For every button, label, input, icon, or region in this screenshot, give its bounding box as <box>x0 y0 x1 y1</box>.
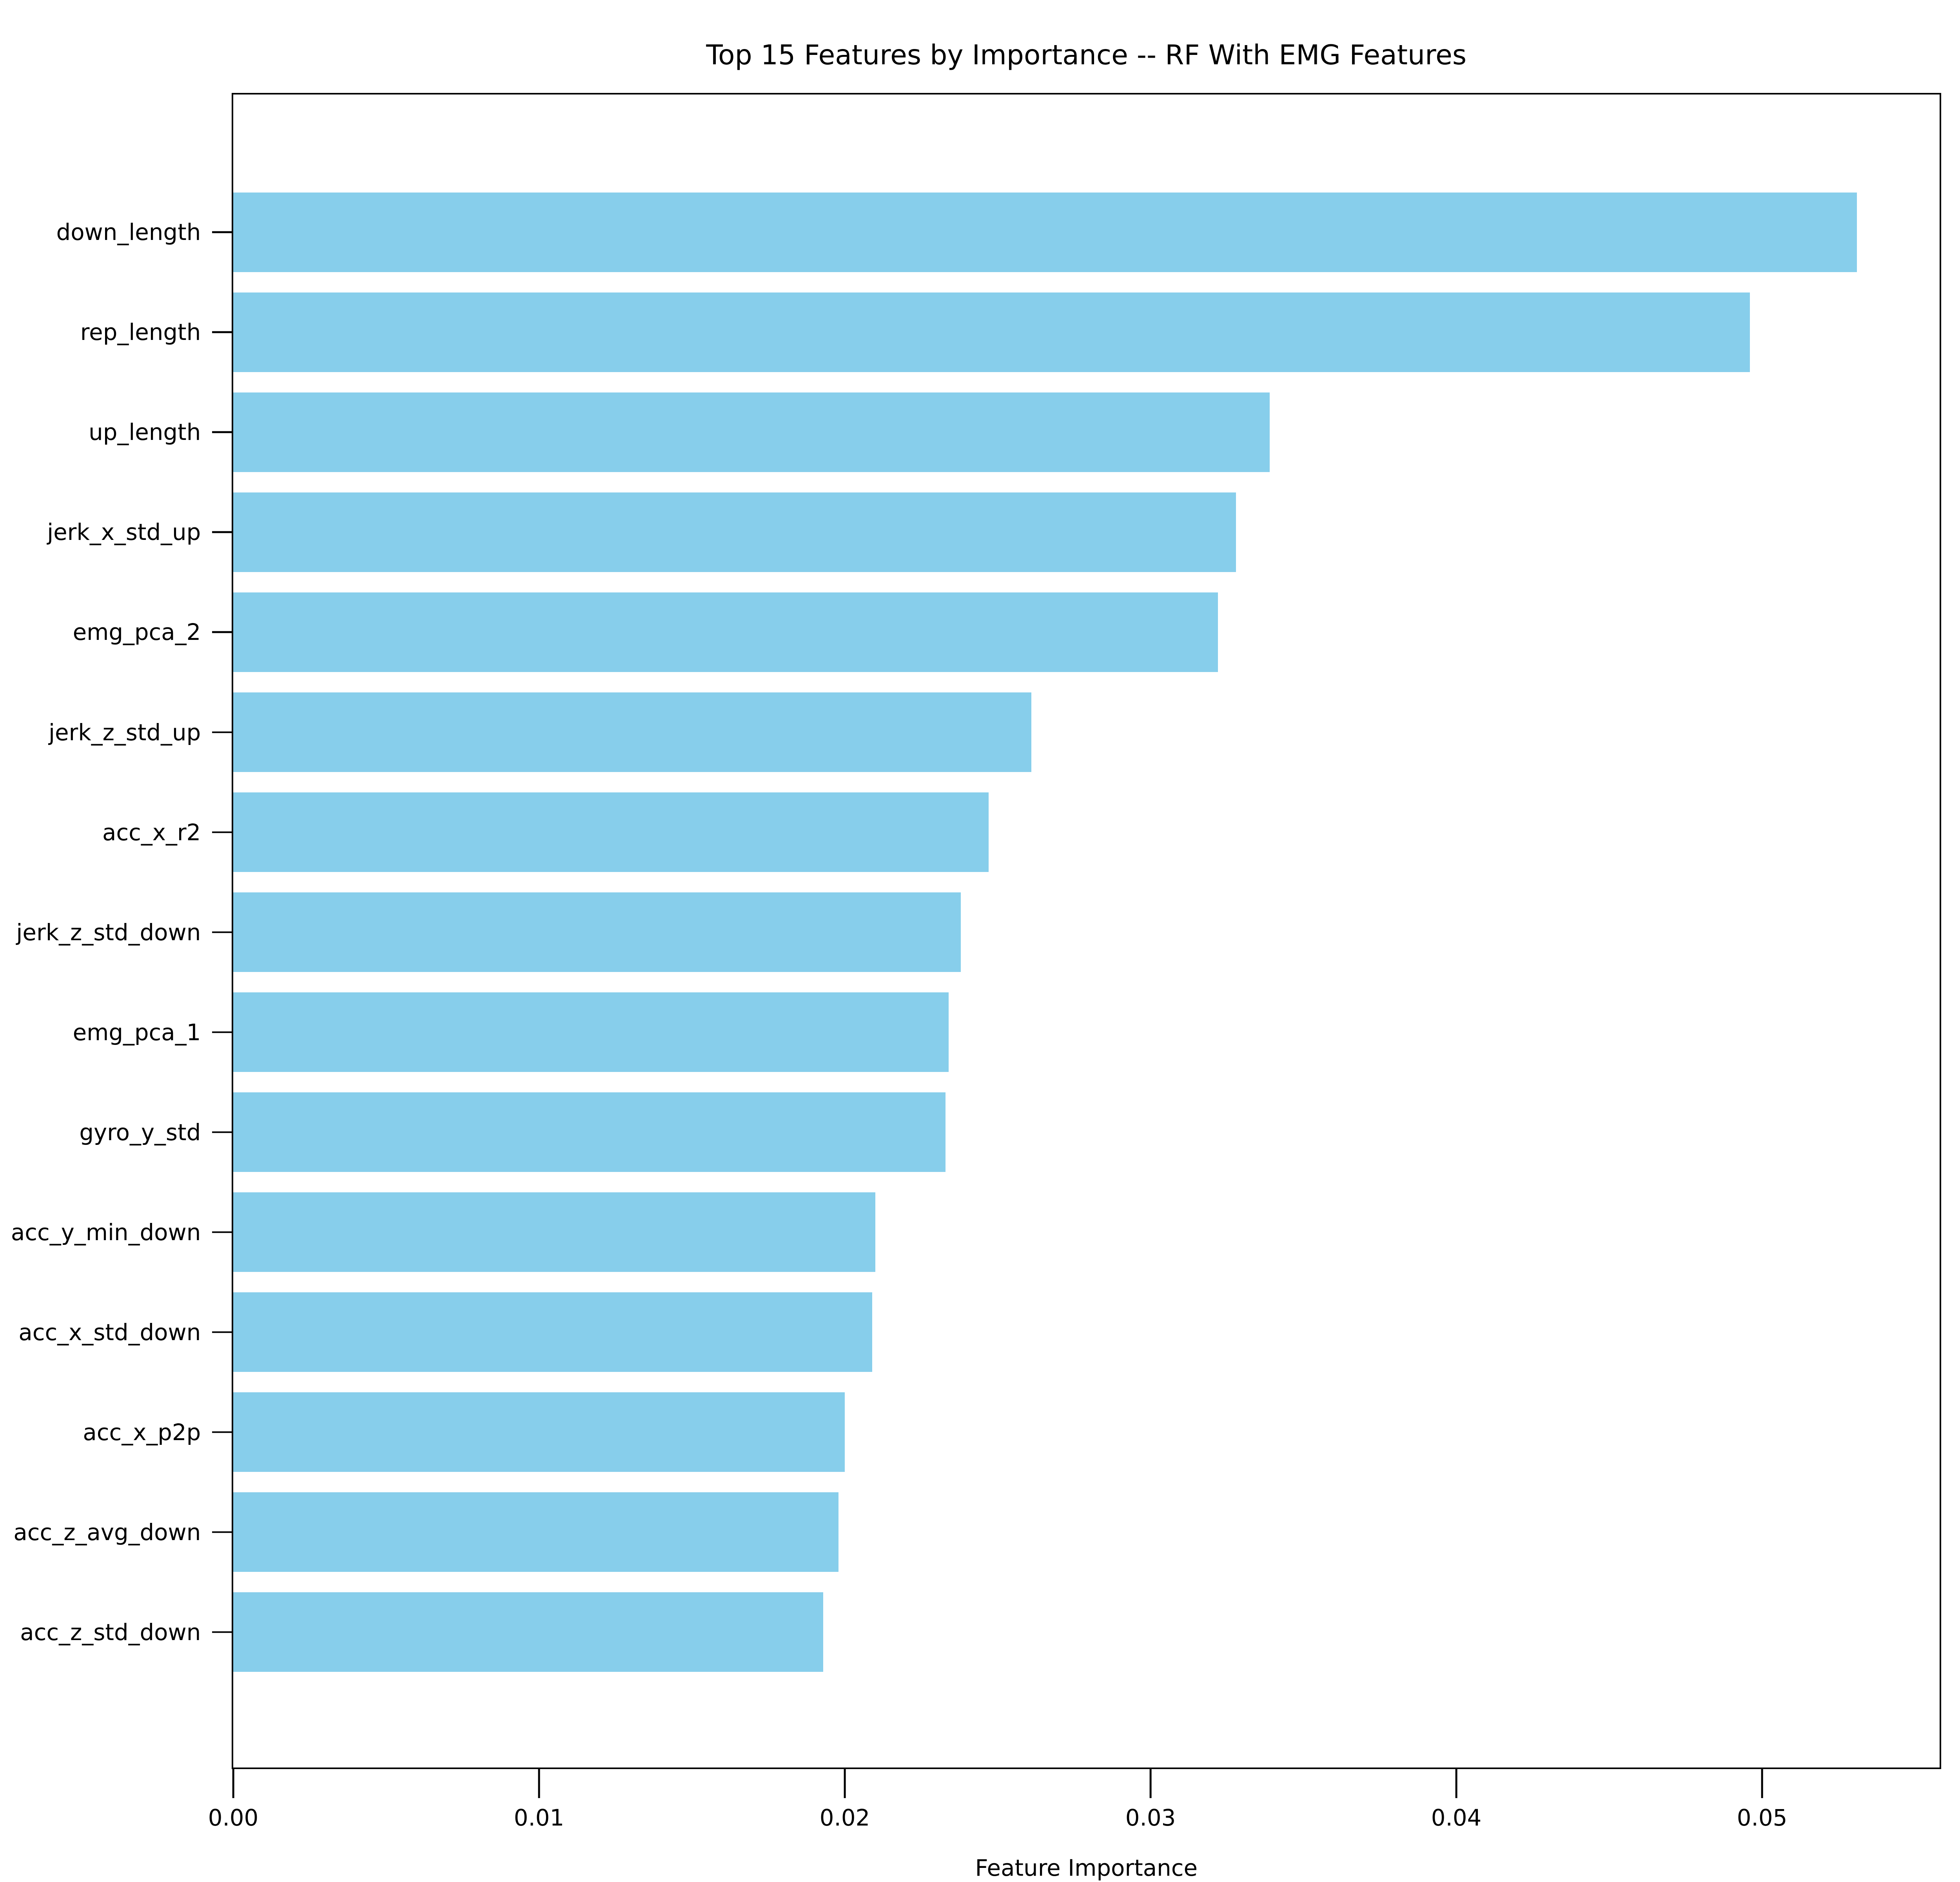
bar-emg_pca_2 <box>233 592 1218 672</box>
x-tick-label-0.03: 0.03 <box>1125 1804 1176 1831</box>
x-tick-label-0.01: 0.01 <box>514 1804 564 1831</box>
y-tick-mark <box>212 1031 233 1033</box>
bar-jerk_z_std_up <box>233 692 1031 772</box>
bar-acc_x_std_down <box>233 1292 873 1372</box>
y-tick-label-down_length: down_length <box>56 219 201 246</box>
x-tick-mark <box>844 1767 846 1798</box>
y-tick-mark <box>212 1531 233 1533</box>
bar-rep_length <box>233 292 1750 372</box>
y-tick-label-emg_pca_1: emg_pca_1 <box>73 1019 201 1046</box>
x-tick-mark <box>1455 1767 1457 1798</box>
x-tick-label-0.04: 0.04 <box>1431 1804 1482 1831</box>
bar-acc_x_p2p <box>233 1392 845 1472</box>
y-tick-mark <box>212 631 233 633</box>
y-tick-mark <box>212 1631 233 1633</box>
plot-area: Top 15 Features by Importance -- RF With… <box>11 39 1941 1881</box>
y-tick-label-acc_z_avg_down: acc_z_avg_down <box>13 1519 201 1546</box>
bar-down_length <box>233 192 1857 272</box>
y-tick-label-jerk_x_std_up: jerk_x_std_up <box>47 519 201 546</box>
y-tick-label-jerk_z_std_up: jerk_z_std_up <box>48 719 201 746</box>
y-tick-label-acc_z_std_down: acc_z_std_down <box>20 1619 201 1646</box>
y-tick-mark <box>212 1131 233 1133</box>
y-tick-mark <box>212 531 233 533</box>
y-tick-mark <box>212 831 233 833</box>
y-tick-label-rep_length: rep_length <box>80 319 201 346</box>
y-tick-mark <box>212 731 233 733</box>
bar-emg_pca_1 <box>233 992 949 1072</box>
y-tick-mark <box>212 331 233 333</box>
x-tick-label-0.05: 0.05 <box>1737 1804 1788 1831</box>
x-tick-mark <box>232 1767 234 1798</box>
y-tick-mark <box>212 1431 233 1433</box>
y-tick-label-acc_x_r2: acc_x_r2 <box>102 819 201 846</box>
bar-jerk_x_std_up <box>233 492 1236 572</box>
bar-jerk_z_std_down <box>233 892 961 972</box>
y-tick-label-jerk_z_std_down: jerk_z_std_down <box>16 919 201 946</box>
bar-acc_y_min_down <box>233 1192 876 1272</box>
x-axis-label: Feature Importance <box>975 1854 1198 1881</box>
x-tick-label-0.02: 0.02 <box>819 1804 870 1831</box>
y-tick-mark <box>212 1231 233 1233</box>
chart-title: Top 15 Features by Importance -- RF With… <box>706 39 1467 71</box>
x-tick-mark <box>1149 1767 1152 1798</box>
y-tick-mark <box>212 231 233 233</box>
y-tick-mark <box>212 931 233 933</box>
bar-acc_x_r2 <box>233 792 989 872</box>
x-tick-label-0.00: 0.00 <box>208 1804 259 1831</box>
bar-up_length <box>233 392 1270 472</box>
x-tick-mark <box>1761 1767 1763 1798</box>
bar-gyro_y_std <box>233 1092 946 1172</box>
y-tick-mark <box>212 431 233 433</box>
y-tick-label-acc_x_std_down: acc_x_std_down <box>18 1319 201 1346</box>
y-tick-label-acc_y_min_down: acc_y_min_down <box>11 1219 201 1246</box>
y-tick-label-up_length: up_length <box>89 419 201 446</box>
x-tick-mark <box>538 1767 540 1798</box>
y-tick-label-emg_pca_2: emg_pca_2 <box>73 619 201 646</box>
y-tick-label-acc_x_p2p: acc_x_p2p <box>83 1419 201 1446</box>
bar-acc_z_avg_down <box>233 1492 839 1572</box>
bar-acc_z_std_down <box>233 1592 824 1672</box>
y-tick-mark <box>212 1331 233 1333</box>
y-tick-label-gyro_y_std: gyro_y_std <box>79 1119 201 1146</box>
